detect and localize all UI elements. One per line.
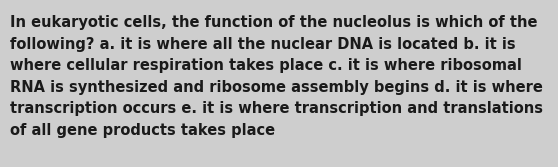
Text: In eukaryotic cells, the function of the nucleolus is which of the
following? a.: In eukaryotic cells, the function of the… bbox=[10, 15, 543, 138]
